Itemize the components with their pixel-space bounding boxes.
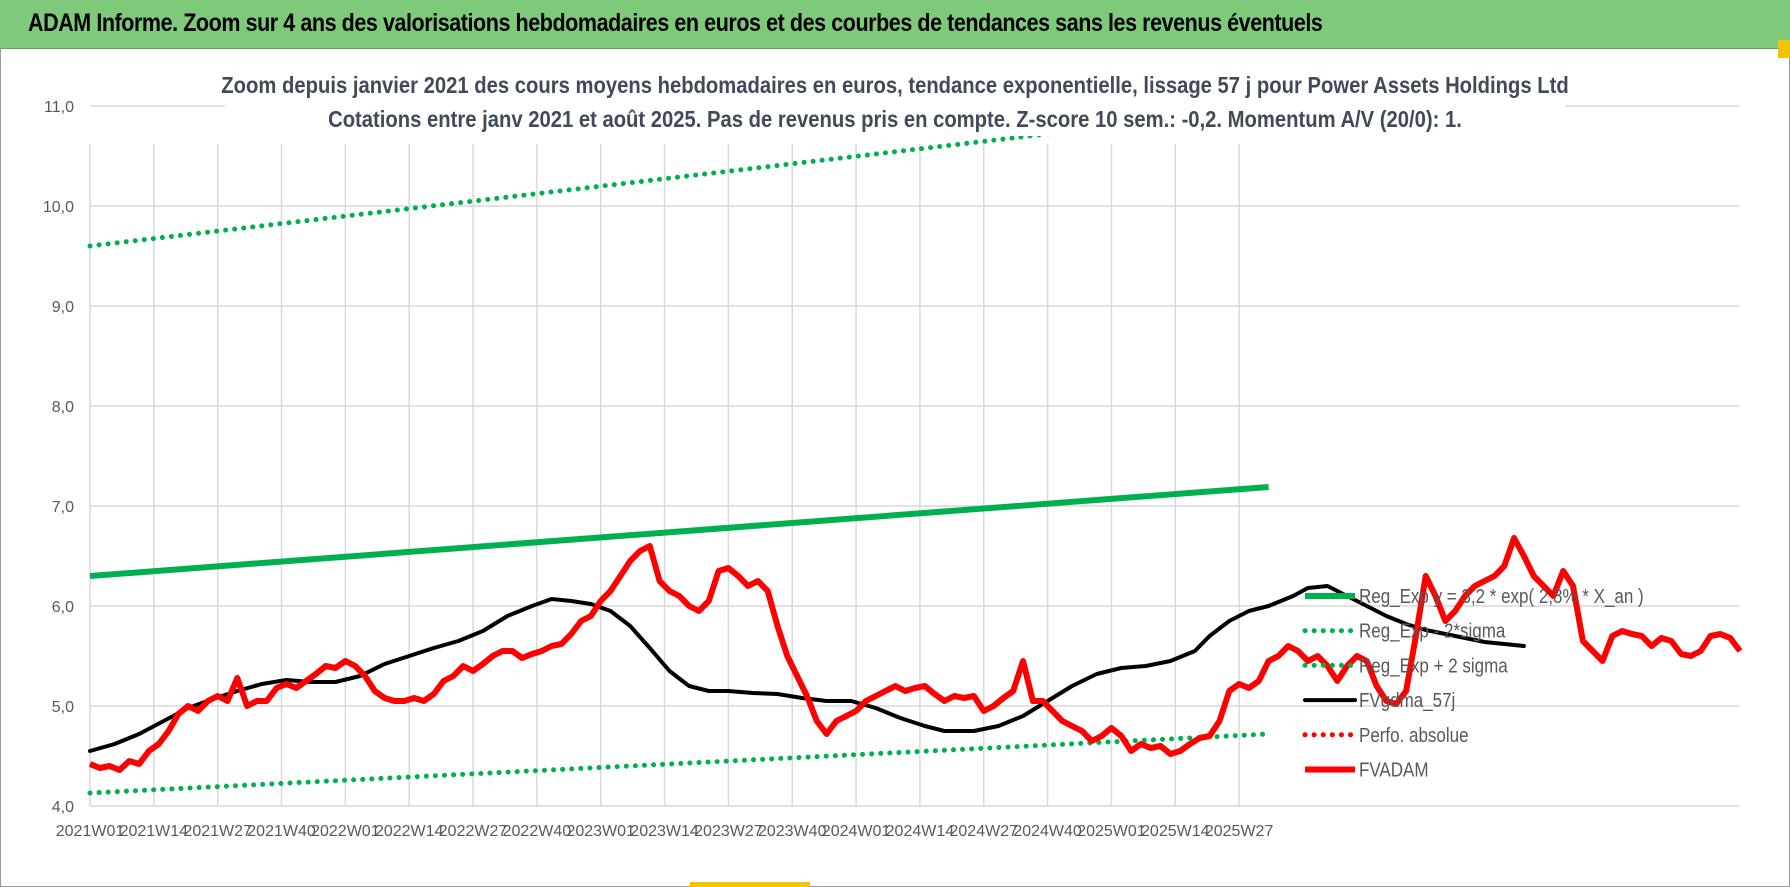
y-tick-label: 7,0 <box>52 499 74 516</box>
legend-label: FVADAM <box>1359 758 1429 781</box>
x-tick-label: 2021W14 <box>120 823 189 840</box>
x-tick-label: 2022W01 <box>311 823 380 840</box>
x-tick-label: 2024W14 <box>886 823 955 840</box>
x-tick-label: 2022W14 <box>375 823 444 840</box>
banner-title: ADAM Informe. Zoom sur 4 ans des valoris… <box>28 9 1323 37</box>
x-tick-label: 2022W27 <box>439 823 508 840</box>
x-tick-label: 2025W14 <box>1141 823 1210 840</box>
legend-label: Perfo. absolue <box>1359 723 1469 746</box>
series-fvgdma-57j <box>88 584 1526 753</box>
series-fvadam <box>88 535 1743 773</box>
x-tick-label: 2022W40 <box>503 823 572 840</box>
y-tick-label: 5,0 <box>52 699 74 716</box>
x-tick-label: 2023W14 <box>630 823 699 840</box>
report-banner: ADAM Informe. Zoom sur 4 ans des valoris… <box>0 0 1790 49</box>
grid <box>89 105 1740 807</box>
legend-label: Reg_Exp - 2*sigma <box>1359 619 1506 643</box>
legend: Reg_Exp y = 3,2 * exp( 2,8% * X_an ) Reg_… <box>1302 585 1644 781</box>
y-tick-label: 9,0 <box>52 299 74 316</box>
corner-accent <box>1778 40 1790 58</box>
x-tick-label: 2024W40 <box>1013 823 1082 840</box>
series-reg-exp-y-3-2-exp-2-8-x-an <box>89 484 1269 579</box>
series-reg-exp-2-sigma <box>87 105 1272 249</box>
x-tick-label: 2023W40 <box>758 823 827 840</box>
title-backdrop <box>225 64 1565 136</box>
legend-label: Reg_Exp + 2 sigma <box>1359 654 1508 678</box>
legend-label: Reg_Exp y = 3,2 * exp( 2,8% * X_an ) <box>1359 585 1644 609</box>
axis-labels: 4,0 5,0 6,0 7,0 8,0 9,0 10,0 11,0 2021W012021W14… <box>43 99 1274 840</box>
x-tick-label: 2025W27 <box>1205 823 1274 840</box>
x-tick-label: 2021W40 <box>247 823 316 840</box>
chart-subtitle: Cotations entre janv 2021 et août 2025. … <box>328 106 1462 133</box>
x-tick-label: 2023W01 <box>566 823 635 840</box>
bottom-accent <box>690 882 810 887</box>
series-layer <box>87 105 1743 796</box>
y-tick-label: 4,0 <box>52 799 74 816</box>
x-tick-label: 2021W01 <box>56 823 125 840</box>
x-tick-label: 2024W01 <box>822 823 891 840</box>
chart-title-block: Zoom depuis janvier 2021 des cours moyen… <box>221 64 1569 136</box>
x-tick-label: 2025W01 <box>1077 823 1146 840</box>
x-tick-label: 2021W27 <box>183 823 252 840</box>
y-tick-label: 6,0 <box>52 599 74 616</box>
y-tick-label: 11,0 <box>44 99 74 116</box>
legend-label: FVgdma_57j <box>1359 689 1455 713</box>
y-tick-label: 10,0 <box>43 199 74 216</box>
x-tick-label: 2024W27 <box>950 823 1019 840</box>
series-reg-exp-2-sigma <box>87 731 1272 796</box>
y-tick-label: 8,0 <box>52 399 74 416</box>
x-tick-label: 2023W27 <box>694 823 763 840</box>
chart-title: Zoom depuis janvier 2021 des cours moyen… <box>221 72 1568 99</box>
